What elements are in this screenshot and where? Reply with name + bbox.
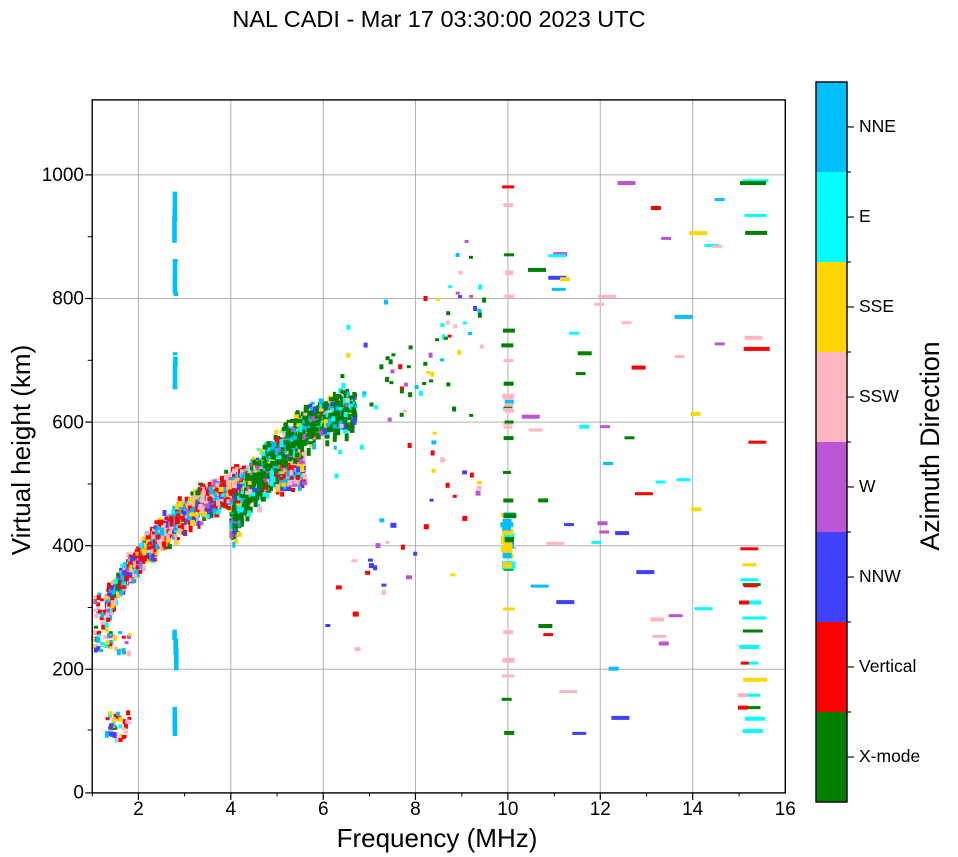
svg-text:10: 10 (497, 799, 518, 820)
svg-text:6: 6 (318, 799, 329, 820)
svg-text:Vertical: Vertical (859, 656, 916, 676)
svg-text:8: 8 (410, 799, 421, 820)
svg-text:14: 14 (682, 799, 704, 820)
svg-text:1000: 1000 (42, 165, 84, 186)
svg-text:SSE: SSE (859, 296, 894, 316)
svg-text:Virtual height (km): Virtual height (km) (6, 345, 36, 556)
svg-text:W: W (859, 476, 876, 496)
svg-text:E: E (859, 206, 871, 226)
svg-text:4: 4 (226, 799, 237, 820)
svg-text:2: 2 (133, 799, 144, 820)
svg-text:800: 800 (52, 289, 84, 310)
svg-text:12: 12 (590, 799, 611, 820)
svg-text:0: 0 (73, 783, 84, 804)
svg-text:400: 400 (52, 536, 84, 557)
svg-text:NNW: NNW (859, 566, 901, 586)
svg-text:16: 16 (775, 799, 796, 820)
svg-text:Azimuth Direction: Azimuth Direction (915, 341, 945, 550)
svg-text:X-mode: X-mode (859, 746, 920, 766)
svg-text:600: 600 (52, 412, 84, 433)
svg-text:SSW: SSW (859, 386, 899, 406)
svg-text:200: 200 (52, 660, 84, 681)
svg-text:NNE: NNE (859, 116, 896, 136)
svg-text:Frequency (MHz): Frequency (MHz) (337, 823, 538, 853)
svg-text:NAL CADI - Mar 17 03:30:00 202: NAL CADI - Mar 17 03:30:00 2023 UTC (232, 6, 645, 32)
